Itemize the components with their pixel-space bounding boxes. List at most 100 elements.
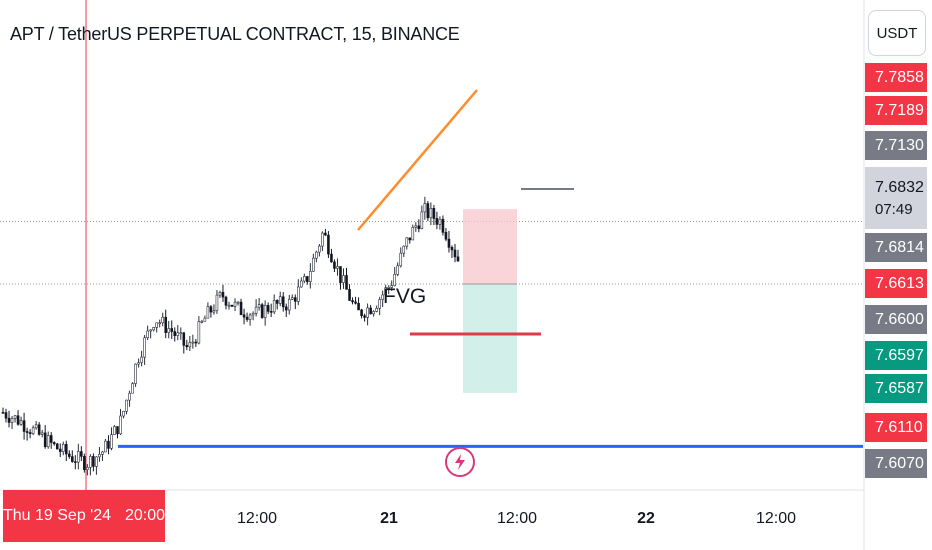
- candle-body: [363, 315, 366, 318]
- candle-body: [149, 329, 152, 332]
- candle: [263, 300, 267, 326]
- candle-body: [227, 304, 231, 307]
- candle: [327, 231, 330, 258]
- candle-body: [107, 440, 110, 449]
- candle: [266, 302, 270, 315]
- candle-body: [209, 306, 213, 313]
- candle: [113, 425, 116, 435]
- candle: [149, 329, 152, 339]
- candle-body: [22, 420, 26, 432]
- candle: [179, 327, 183, 340]
- candle: [158, 319, 161, 328]
- candle: [438, 216, 442, 230]
- candle-body: [37, 424, 41, 435]
- candle-body: [143, 337, 146, 358]
- candle-body: [170, 328, 174, 332]
- candle-body: [278, 296, 282, 304]
- candle: [95, 456, 98, 475]
- candle: [272, 294, 276, 315]
- crosshair-date: Thu 19 Sep '24: [3, 507, 112, 524]
- time-tick-label: 22: [637, 510, 655, 527]
- candle-body: [251, 312, 255, 316]
- candle-body: [46, 435, 50, 448]
- candle: [339, 266, 342, 290]
- candle: [74, 455, 77, 470]
- candle-body: [4, 412, 8, 419]
- candle: [287, 294, 291, 315]
- candle: [242, 308, 246, 325]
- chart-title: APT / TetherUS PERPETUAL CONTRACT, 15, B…: [10, 24, 460, 44]
- candle: [254, 299, 258, 317]
- candle: [363, 313, 366, 322]
- candle: [351, 297, 354, 305]
- candle-body: [179, 332, 183, 335]
- candle: [176, 325, 180, 341]
- candle: [19, 416, 23, 426]
- candle-body: [188, 342, 192, 348]
- candle: [366, 303, 369, 326]
- candle: [152, 326, 155, 332]
- candle-body: [203, 317, 207, 322]
- candle-body: [95, 456, 98, 467]
- candle: [300, 277, 303, 288]
- candle: [146, 325, 149, 340]
- candle: [206, 302, 210, 319]
- price-label: 7.7130: [865, 131, 927, 160]
- candle: [321, 231, 324, 251]
- candle: [122, 410, 125, 419]
- candle-body: [405, 237, 409, 247]
- candle-body: [140, 356, 143, 363]
- candle: [13, 415, 17, 423]
- fvg-label: FVG: [383, 285, 427, 308]
- candle: [330, 248, 333, 263]
- candle: [369, 304, 372, 315]
- candle: [218, 290, 222, 299]
- candle-body: [49, 435, 53, 443]
- candle-body: [58, 448, 62, 452]
- candle-body: [260, 304, 264, 318]
- candle: [375, 305, 378, 313]
- candle-body: [342, 275, 345, 283]
- candle: [58, 443, 62, 458]
- candle: [16, 410, 20, 426]
- candle: [40, 429, 44, 438]
- candle-body: [164, 316, 168, 333]
- currency-button[interactable]: USDT: [868, 10, 926, 56]
- candle: [71, 450, 74, 463]
- candle-body: [287, 298, 291, 311]
- flash-icon[interactable]: [445, 447, 475, 477]
- candle: [64, 440, 68, 461]
- candle-body: [191, 341, 195, 344]
- time-tick-label: 12:00: [236, 510, 278, 527]
- candle: [28, 429, 32, 439]
- candle-body: [55, 443, 59, 450]
- candle-body: [206, 306, 210, 319]
- candle: [381, 290, 384, 307]
- candle: [230, 304, 234, 307]
- candle: [10, 416, 14, 430]
- stop-loss-zone: [463, 209, 517, 285]
- candle-body: [40, 432, 44, 435]
- candle: [137, 358, 140, 368]
- candle: [125, 399, 128, 415]
- candle-body: [254, 306, 258, 314]
- candle-body: [125, 399, 128, 412]
- candle-body: [146, 330, 149, 339]
- candle: [143, 334, 146, 365]
- candle-body: [438, 218, 442, 225]
- candle: [188, 335, 192, 352]
- candle: [98, 447, 101, 462]
- candle-body: [101, 451, 104, 455]
- candle: [22, 412, 26, 440]
- candle-body: [98, 454, 101, 458]
- candle: [318, 244, 321, 257]
- candle-body: [43, 432, 47, 448]
- candle: [245, 312, 249, 322]
- price-label: 7.6613: [865, 269, 927, 298]
- candle: [119, 408, 122, 436]
- candle: [396, 262, 400, 277]
- candle: [303, 273, 306, 284]
- candle-body: [303, 276, 306, 282]
- candle: [83, 453, 86, 473]
